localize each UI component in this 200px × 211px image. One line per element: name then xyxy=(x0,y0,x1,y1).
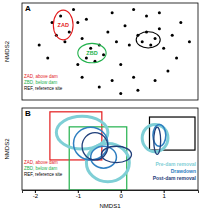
point xyxy=(59,14,62,17)
point xyxy=(81,37,84,40)
point xyxy=(76,63,79,66)
point xyxy=(171,34,174,37)
legend: ZAD, above damZBD, below damREF, referen… xyxy=(24,74,63,91)
panel: ZAD ZBD A NMDS2 ZAD, above damZBD, below dam… xyxy=(4,3,198,100)
point xyxy=(72,8,75,11)
axis-line xyxy=(23,191,199,194)
point xyxy=(154,79,157,82)
tick: 0 xyxy=(120,190,124,199)
point xyxy=(162,47,165,50)
legend-entry: ZBD, below dam xyxy=(24,80,58,85)
x-axis: -2 -1 0 1 xyxy=(23,190,199,199)
group-ellipse xyxy=(78,43,106,62)
point xyxy=(141,40,144,43)
point xyxy=(149,44,152,47)
point xyxy=(81,76,84,79)
legend-entry: ZBD, below dam xyxy=(24,166,58,171)
tick-label: -2 xyxy=(33,193,39,199)
point xyxy=(124,24,127,27)
point xyxy=(128,44,131,47)
point xyxy=(111,79,114,82)
point xyxy=(166,69,169,72)
point xyxy=(85,56,88,59)
legend-entry: Post-dam removal xyxy=(153,175,197,181)
point xyxy=(102,53,105,56)
tick: 1 xyxy=(162,190,166,199)
point xyxy=(136,89,139,92)
point xyxy=(106,31,109,34)
point xyxy=(145,14,148,17)
point xyxy=(63,40,66,43)
point xyxy=(188,40,191,43)
panel-label: A xyxy=(25,4,31,13)
point xyxy=(68,31,71,34)
tick: -2 xyxy=(33,190,39,199)
group-label: ZBD xyxy=(86,50,97,56)
x-axis-title: NMDS1 xyxy=(99,203,121,209)
plot-frame xyxy=(22,108,198,190)
point xyxy=(132,76,135,79)
point xyxy=(85,18,88,21)
legend-entry: ZAD, above dam xyxy=(24,74,58,79)
group-label: ZAD xyxy=(58,22,69,28)
legend-entry: ZAD, above dam xyxy=(24,160,58,165)
point xyxy=(76,21,79,24)
point xyxy=(38,44,41,47)
tick-label: 0 xyxy=(120,193,124,199)
ellipse xyxy=(154,127,161,154)
ellipse xyxy=(101,146,131,162)
y-axis-title: NMDS2 xyxy=(4,40,10,62)
point xyxy=(111,11,114,14)
group-ellipse xyxy=(53,10,73,40)
ellipse xyxy=(82,133,108,160)
panel: -2 -1 0 1 B NMDS2 NMDS1 ZAD, above damZBD, belo… xyxy=(4,108,199,209)
point xyxy=(132,8,135,11)
point xyxy=(175,56,178,59)
ellipse xyxy=(153,124,166,146)
legend: ZAD, above damZBD, below damREF, referen… xyxy=(24,160,63,177)
point xyxy=(119,92,122,95)
range-box xyxy=(149,117,195,150)
tick-label: -1 xyxy=(76,193,82,199)
point xyxy=(158,11,161,14)
point xyxy=(179,21,182,24)
tick-label: 1 xyxy=(162,193,166,199)
figure: ZADZBDANMDS2ZAD, above damZBD, below dam… xyxy=(0,0,200,211)
legend-entry: Drawdown xyxy=(171,168,196,174)
legend-entry: REF, reference site xyxy=(24,172,63,177)
point xyxy=(115,40,118,43)
y-axis-title: NMDS2 xyxy=(4,138,10,160)
plot-area xyxy=(38,8,191,95)
legend-entry: REF, reference site xyxy=(24,86,63,91)
plot-frame xyxy=(22,3,198,100)
point xyxy=(98,86,101,89)
point xyxy=(46,56,49,59)
point xyxy=(158,27,161,30)
point xyxy=(119,63,122,66)
group-ellipse xyxy=(136,32,160,48)
legend: Pre-dam removalDrawdownPost-dam removal xyxy=(153,161,197,181)
tick: -1 xyxy=(76,190,82,199)
legend-entry: Pre-dam removal xyxy=(155,161,196,167)
panel-label: B xyxy=(25,109,31,118)
point xyxy=(154,37,157,40)
